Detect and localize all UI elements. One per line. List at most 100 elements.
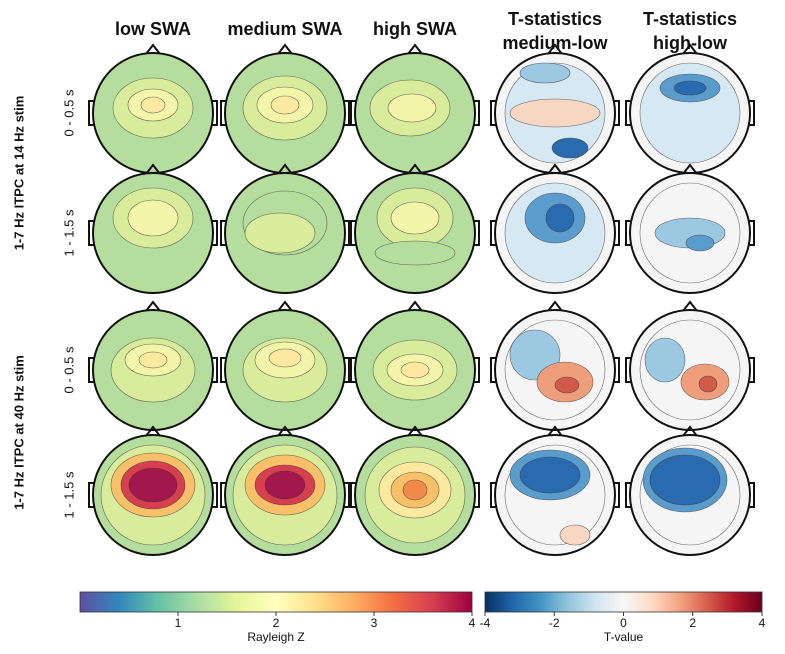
ear: [88, 482, 94, 508]
column-header: T-statistics: [643, 9, 737, 29]
ear: [350, 100, 356, 126]
nose: [145, 163, 161, 175]
row-label: 0 - 0.5 s: [61, 89, 76, 136]
topo-level: [390, 201, 440, 235]
topoplot: [93, 310, 213, 430]
topo-level: [673, 80, 707, 96]
topo-level: [270, 95, 300, 115]
nose: [682, 43, 698, 55]
colorbar-tick-label: 3: [371, 616, 378, 630]
topo-level: [509, 98, 601, 128]
row-label: 1 - 1.5 s: [61, 209, 76, 256]
ear: [220, 220, 226, 246]
ear: [614, 220, 620, 246]
topoplot: [225, 173, 345, 293]
head-outline: [224, 309, 346, 431]
ear: [220, 357, 226, 383]
head-outline: [629, 172, 751, 294]
nose: [682, 163, 698, 175]
topoplot: [630, 173, 750, 293]
topo-level: [559, 524, 591, 546]
ear: [474, 482, 480, 508]
colorbar-tick-label: 2: [273, 616, 280, 630]
ear: [474, 100, 480, 126]
colorbar-tick-label: 1: [175, 616, 182, 630]
topo-level: [698, 375, 718, 393]
head-outline: [224, 434, 346, 556]
topoplot: [355, 435, 475, 555]
nose: [682, 425, 698, 437]
head-outline: [92, 309, 214, 431]
nose: [277, 43, 293, 55]
ear: [490, 100, 496, 126]
nose: [277, 425, 293, 437]
ear: [220, 482, 226, 508]
nose: [407, 163, 423, 175]
topo-level: [374, 240, 456, 266]
colorbar: [79, 591, 473, 613]
column-header: high-low: [653, 33, 728, 53]
nose: [277, 163, 293, 175]
row-label: 1 - 1.5 s: [61, 471, 76, 518]
colorbar-label: T-value: [604, 630, 644, 644]
topo-level: [402, 479, 428, 501]
ear: [614, 357, 620, 383]
ear: [625, 100, 631, 126]
ear: [625, 482, 631, 508]
head-outline: [354, 309, 476, 431]
ear: [212, 100, 218, 126]
head-outline: [224, 172, 346, 294]
ear: [749, 357, 755, 383]
ear: [220, 100, 226, 126]
head-outline: [354, 434, 476, 556]
topoplot: [93, 435, 213, 555]
ear: [625, 357, 631, 383]
row-label: 0 - 0.5 s: [61, 346, 76, 393]
topo-level: [554, 376, 580, 394]
topo-level: [551, 137, 589, 159]
colorbar-tick-label: 4: [759, 616, 766, 630]
topo-level: [519, 62, 571, 84]
topo-level: [264, 470, 306, 500]
topo-level: [545, 203, 575, 233]
topoplot: [93, 53, 213, 173]
topoplot: [225, 310, 345, 430]
topoplot: [630, 435, 750, 555]
nose: [547, 163, 563, 175]
topoplot: [225, 53, 345, 173]
ear: [344, 100, 350, 126]
group-label: 1-7 Hz ITPC at 14 Hz stim: [11, 96, 26, 251]
colorbar-tick-label: 4: [469, 616, 476, 630]
topo-level: [519, 456, 581, 494]
topo-level: [400, 361, 430, 379]
ear: [344, 220, 350, 246]
topo-level: [644, 337, 686, 383]
ear: [88, 220, 94, 246]
colorbar-tick-label: -2: [549, 616, 560, 630]
topoplot: [495, 310, 615, 430]
ear: [490, 357, 496, 383]
nose: [547, 300, 563, 312]
nose: [145, 300, 161, 312]
ear: [474, 220, 480, 246]
ear: [614, 482, 620, 508]
ear: [749, 100, 755, 126]
topoplot: [355, 53, 475, 173]
ear: [614, 100, 620, 126]
nose: [407, 300, 423, 312]
topo-level: [268, 348, 302, 368]
ear: [490, 220, 496, 246]
ear: [350, 357, 356, 383]
topo-level: [685, 234, 715, 252]
colorbar-label: Rayleigh Z: [247, 630, 304, 644]
nose: [547, 43, 563, 55]
colorbar: [484, 591, 763, 613]
topoplot: [495, 173, 615, 293]
ear: [749, 482, 755, 508]
column-header: medium-low: [502, 33, 608, 53]
nose: [682, 300, 698, 312]
ear: [88, 100, 94, 126]
group-label: 1-7 Hz ITPC at 40 Hz stim: [11, 355, 26, 510]
topoplot: [495, 435, 615, 555]
head-outline: [354, 172, 476, 294]
